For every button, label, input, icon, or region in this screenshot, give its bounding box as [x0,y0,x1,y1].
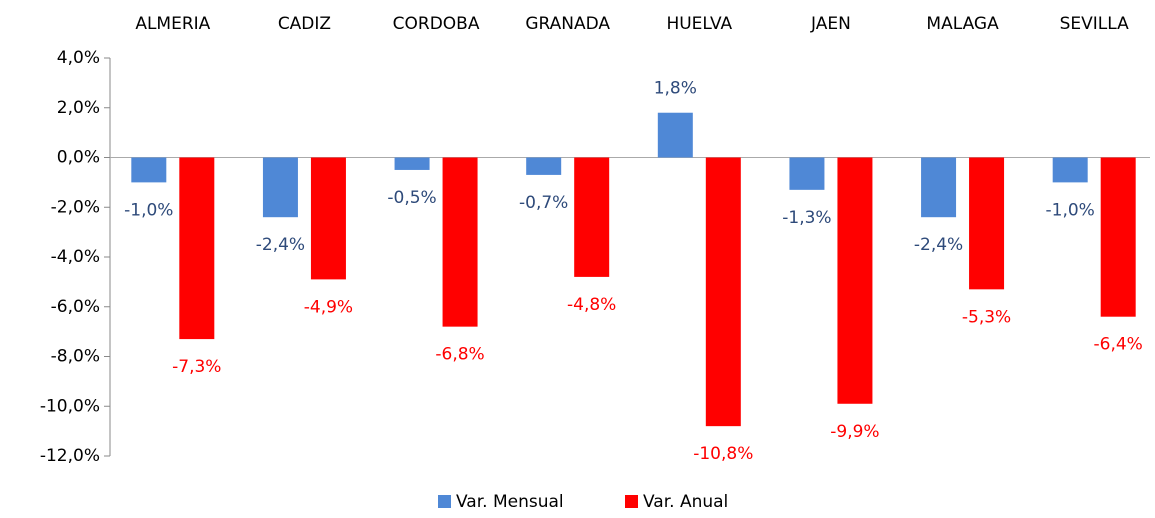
category-label: GRANADA [525,14,610,34]
bar [179,157,215,340]
value-label: -6,4% [1094,335,1143,355]
value-label: -7,3% [172,357,221,377]
category-label: MALAGA [926,14,999,34]
legend-swatch [438,495,451,508]
y-tick-label: -8,0% [51,347,100,367]
category-label: ALMERIA [135,14,210,34]
bar [526,157,562,175]
value-label: -6,8% [435,345,484,365]
value-label: -1,3% [782,208,831,228]
value-label: -1,0% [1046,200,1095,220]
y-tick-label: -4,0% [51,247,100,267]
value-label: -1,0% [124,200,173,220]
bar [921,157,957,218]
bar [574,157,610,277]
category-label: JAEN [810,14,851,34]
category-label: CADIZ [278,14,331,34]
y-tick-label: 0,0% [57,148,100,168]
y-tick-label: -2,0% [51,197,100,217]
bar [394,157,430,170]
y-tick-label: -10,0% [40,396,100,416]
value-label: -9,9% [830,422,879,442]
value-label: -5,3% [962,307,1011,327]
category-label: SEVILLA [1060,14,1130,34]
category-label: HUELVA [666,14,732,34]
bar [1052,157,1088,183]
bar [657,112,693,158]
y-tick-label: 2,0% [57,98,100,118]
value-label: -0,7% [519,193,568,213]
bar [969,157,1005,290]
bar [310,157,346,280]
legend-label: Var. Anual [643,492,728,512]
bar [837,157,873,404]
value-label: -2,4% [914,235,963,255]
value-label: -10,8% [693,444,753,464]
legend-label: Var. Mensual [456,492,564,512]
bar [789,157,825,190]
bar [131,157,167,183]
y-tick-label: -6,0% [51,297,100,317]
y-tick-label: -12,0% [40,446,100,466]
bar [442,157,478,327]
bar [262,157,298,218]
y-tick-label: 4,0% [57,48,100,68]
value-label: -2,4% [256,235,305,255]
value-label: -4,9% [304,297,353,317]
category-label: CORDOBA [393,14,480,34]
bar [1100,157,1136,317]
value-label: 1,8% [654,79,697,99]
legend-swatch [625,495,638,508]
value-label: -4,8% [567,295,616,315]
value-label: -0,5% [387,188,436,208]
bar [705,157,741,427]
